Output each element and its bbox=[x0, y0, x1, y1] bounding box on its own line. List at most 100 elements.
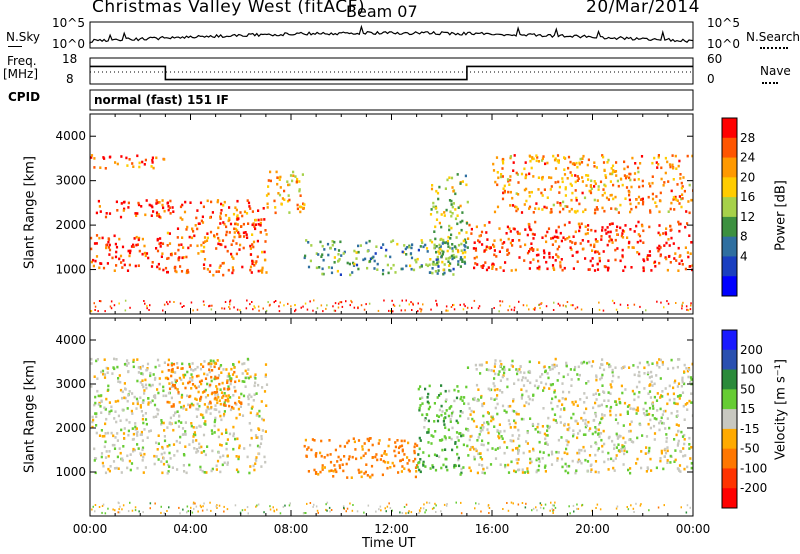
data-cell bbox=[418, 406, 421, 410]
data-cell bbox=[315, 266, 318, 270]
data-cell bbox=[107, 454, 110, 458]
data-cell bbox=[610, 385, 613, 389]
data-cell bbox=[420, 239, 423, 242]
noise-cell bbox=[405, 512, 407, 515]
data-cell bbox=[134, 212, 137, 215]
data-cell bbox=[659, 377, 662, 380]
data-cell bbox=[651, 161, 654, 165]
noise-cell bbox=[210, 308, 213, 311]
data-cell bbox=[151, 156, 154, 160]
data-cell bbox=[241, 372, 244, 375]
data-cell bbox=[657, 163, 660, 166]
data-cell bbox=[309, 259, 312, 263]
noise-cell bbox=[551, 507, 553, 510]
data-cell bbox=[182, 256, 185, 259]
data-cell bbox=[622, 269, 625, 272]
data-cell bbox=[182, 376, 185, 379]
data-cell bbox=[454, 217, 458, 221]
data-cell bbox=[647, 451, 650, 455]
data-cell bbox=[244, 369, 247, 373]
noise-cell bbox=[428, 501, 431, 504]
data-cell bbox=[530, 460, 533, 464]
data-cell bbox=[628, 172, 631, 176]
data-cell bbox=[565, 447, 568, 451]
data-cell bbox=[624, 197, 627, 200]
data-cell bbox=[637, 170, 640, 174]
data-cell bbox=[104, 432, 107, 435]
data-cell bbox=[556, 379, 559, 382]
noise-cell bbox=[453, 308, 456, 311]
noise-cell bbox=[334, 309, 337, 312]
data-cell bbox=[507, 405, 510, 408]
data-cell bbox=[239, 401, 242, 404]
data-cell bbox=[110, 431, 113, 435]
data-cell bbox=[507, 251, 511, 255]
data-cell bbox=[246, 455, 249, 459]
data-cell bbox=[187, 246, 190, 250]
data-cell bbox=[226, 461, 229, 464]
data-cell bbox=[117, 467, 120, 470]
data-cell bbox=[630, 185, 633, 189]
noise-cell bbox=[633, 303, 636, 306]
data-cell bbox=[101, 435, 104, 438]
data-cell bbox=[133, 237, 136, 240]
data-cell bbox=[537, 464, 541, 468]
data-cell bbox=[403, 244, 406, 247]
data-cell bbox=[594, 430, 597, 434]
data-cell bbox=[163, 158, 166, 161]
noise-cell bbox=[666, 300, 668, 303]
data-cell bbox=[443, 423, 446, 426]
data-cell bbox=[184, 386, 187, 390]
data-cell bbox=[587, 174, 590, 177]
data-cell bbox=[572, 235, 575, 238]
data-cell bbox=[243, 235, 246, 238]
data-cell bbox=[432, 205, 435, 209]
data-cell bbox=[649, 383, 652, 386]
data-cell bbox=[257, 209, 260, 212]
data-cell bbox=[227, 372, 230, 376]
noise-cell bbox=[138, 510, 140, 513]
data-cell bbox=[248, 422, 251, 425]
data-cell bbox=[655, 417, 658, 421]
data-cell bbox=[518, 368, 521, 371]
data-cell bbox=[160, 422, 163, 426]
data-cell bbox=[612, 374, 615, 378]
data-cell bbox=[658, 358, 661, 361]
data-cell bbox=[339, 240, 342, 244]
data-cell bbox=[493, 253, 496, 257]
data-cell bbox=[174, 386, 177, 390]
data-cell bbox=[247, 201, 251, 205]
data-cell bbox=[161, 199, 164, 202]
data-cell bbox=[583, 392, 586, 395]
data-cell bbox=[525, 440, 528, 443]
data-cell bbox=[444, 399, 447, 403]
data-cell bbox=[687, 200, 690, 203]
data-cell bbox=[660, 166, 663, 170]
data-cell bbox=[306, 448, 309, 451]
data-cell bbox=[264, 430, 267, 433]
data-cell bbox=[575, 419, 578, 423]
data-cell bbox=[228, 404, 231, 408]
data-cell bbox=[390, 240, 393, 244]
data-cell bbox=[222, 261, 225, 265]
noise-cell bbox=[195, 505, 198, 508]
data-cell bbox=[560, 239, 563, 243]
data-cell bbox=[499, 364, 502, 368]
data-cell bbox=[444, 437, 447, 441]
data-cell bbox=[574, 230, 577, 234]
data-cell bbox=[566, 439, 569, 443]
noise-cell bbox=[146, 305, 148, 307]
data-cell bbox=[199, 413, 203, 416]
noise-cell bbox=[576, 306, 579, 309]
data-cell bbox=[568, 390, 571, 394]
data-cell bbox=[530, 190, 533, 194]
data-cell bbox=[656, 392, 659, 395]
noise-cell bbox=[473, 299, 476, 302]
data-cell bbox=[596, 268, 600, 271]
noise-cell bbox=[365, 303, 367, 306]
data-cell bbox=[580, 461, 583, 465]
data-cell bbox=[244, 385, 247, 388]
data-cell bbox=[322, 272, 325, 276]
data-cell bbox=[483, 421, 486, 425]
velocity-ylabel: Slant Range [km] bbox=[22, 360, 38, 473]
